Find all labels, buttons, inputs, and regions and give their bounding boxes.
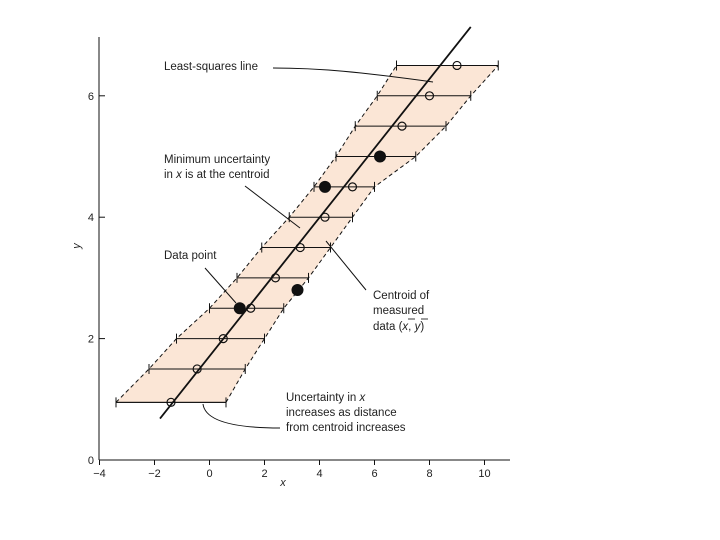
line-point-open: [246, 303, 256, 313]
x-axis-label: x: [279, 477, 286, 489]
leader-centroid: [325, 240, 367, 291]
y-tick-label: 0: [88, 455, 94, 467]
annotation-data-point: Data point: [164, 250, 217, 262]
x-tick-label: 8: [426, 468, 432, 480]
y-tick-label: 2: [88, 334, 94, 346]
y-axis-label: y: [71, 242, 83, 250]
x-tick-label: −2: [148, 468, 161, 480]
points-layer: [166, 60, 462, 407]
line-point-open: [295, 242, 305, 253]
line-point-open: [452, 60, 462, 71]
line-point-open: [218, 334, 228, 344]
line-point-open: [320, 212, 330, 222]
annotation-uncert-line3: from centroid increases: [286, 422, 406, 434]
annotation-uncert-line1: Uncertainty in x: [286, 392, 367, 404]
x-tick-label: 10: [478, 468, 490, 480]
line-point-open: [397, 121, 407, 131]
x-tick-label: −4: [93, 468, 106, 480]
annotation-centroid-line1: Centroid of: [373, 290, 430, 302]
data-point: [291, 284, 304, 297]
data-point: [233, 302, 246, 315]
leader-min-uncert: [244, 185, 301, 229]
annotation-uncert-line2: increases as distance: [286, 407, 397, 419]
leader-least-squares: [272, 67, 434, 83]
annotation-min-uncert-line2: in x is at the centroid: [164, 169, 269, 181]
annotation-min-uncert-line1: Minimum uncertainty: [164, 154, 270, 166]
x-tick-label: 0: [206, 468, 212, 480]
band-right-boundary: [225, 65, 499, 403]
y-tick-label: 6: [88, 91, 94, 103]
x-tick-label: 6: [371, 468, 377, 480]
annotation-least-squares: Least-squares line: [164, 61, 258, 73]
y-tick-label: 4: [88, 212, 94, 224]
line-point-open: [347, 182, 358, 192]
line-point-open: [166, 397, 176, 407]
ticks-layer: −4 −2 0 2 4 6 8 10 0 2 4 6: [88, 91, 491, 480]
data-point: [319, 180, 331, 193]
least-squares-line-layer: [159, 26, 472, 420]
line-point-open: [424, 91, 435, 101]
leader-data-point: [204, 267, 237, 304]
least-squares-line: [159, 26, 472, 420]
annotation-centroid-line2: measured: [373, 305, 424, 317]
line-point-open: [192, 364, 202, 374]
band-left-boundary: [115, 65, 397, 403]
x-tick-label: 2: [261, 468, 267, 480]
annotation-centroid-line3: data (x, y): [373, 321, 424, 333]
line-point-open: [270, 273, 281, 283]
data-point: [374, 150, 386, 163]
leader-uncertainty: [202, 403, 281, 429]
x-tick-label: 4: [316, 468, 322, 480]
